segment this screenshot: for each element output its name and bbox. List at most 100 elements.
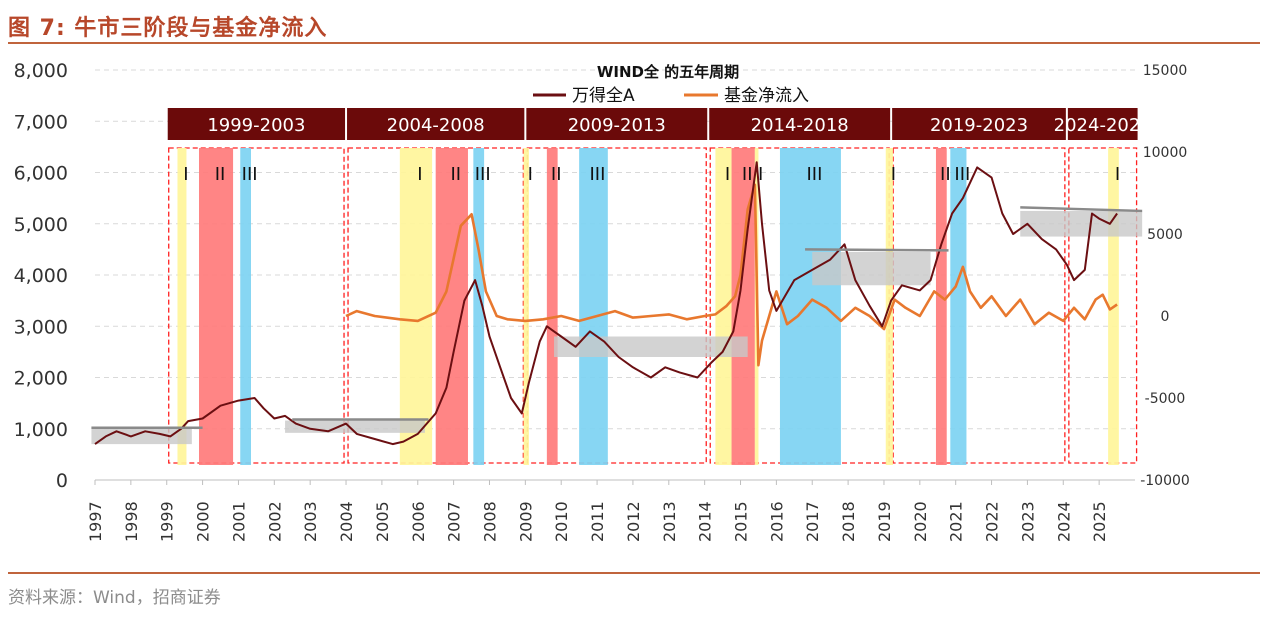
right-tick-label: 10000	[1143, 145, 1188, 161]
x-tick-label: 2018	[839, 501, 858, 542]
series-line-wind-a	[94, 161, 1118, 446]
phase-label: I	[183, 164, 188, 185]
phase-label: II	[742, 164, 753, 185]
figure-title: 图 7: 牛市三阶段与基金净流入	[8, 16, 328, 41]
left-tick-label: 1,000	[14, 419, 68, 441]
cycle-header-label: 1999-2003	[207, 115, 305, 136]
phase-band	[715, 148, 732, 465]
phase-label: II	[940, 164, 951, 185]
right-tick-label: 5000	[1147, 227, 1183, 243]
phase-band	[523, 148, 529, 465]
x-tick-label: 2013	[660, 501, 679, 542]
phase-band	[199, 148, 234, 465]
x-tick-label: 1997	[86, 501, 105, 542]
x-tick-label: 2008	[480, 501, 499, 542]
left-tick-label: 4,000	[14, 265, 68, 287]
cycle-header-label: 2004-2008	[387, 115, 485, 136]
phase-band	[177, 148, 187, 465]
x-tick-label: 2020	[911, 501, 930, 542]
cycle-header	[1067, 108, 1138, 140]
trend-line	[1020, 206, 1143, 213]
trend-line-layer	[91, 206, 1143, 429]
x-tick-label: 2009	[516, 501, 535, 542]
legend-label-fund-flow: 基金净流入	[724, 86, 809, 106]
x-tick-label: 2019	[875, 501, 894, 542]
cycle-header	[709, 108, 891, 140]
cycle-header	[892, 108, 1066, 140]
phase-label: III	[954, 164, 970, 185]
phase-label: I	[417, 164, 422, 185]
x-tick-label: 2007	[445, 501, 464, 542]
x-tick-label: 2005	[373, 501, 392, 542]
phase-label: III	[590, 164, 606, 185]
phase-label: III	[806, 164, 822, 185]
consolidation-zone	[554, 336, 748, 357]
x-tick-label: 2000	[194, 501, 213, 542]
x-tick-label: 2004	[337, 501, 356, 542]
left-tick-label: 7,000	[14, 111, 68, 133]
phase-band	[935, 148, 947, 465]
right-tick-label: 0	[1161, 309, 1170, 325]
phase-label: III	[475, 164, 491, 185]
x-tick-label: 2021	[947, 501, 966, 542]
right-tick-label: 15000	[1143, 63, 1188, 79]
x-tick-label: 2017	[803, 501, 822, 542]
right-tick-label: -10000	[1140, 473, 1190, 489]
source-note: 资料来源：Wind，招商证券	[8, 588, 221, 608]
chart-title: WIND全 的五年周期	[597, 63, 739, 81]
phase-band	[546, 148, 558, 465]
consolidation-zone	[1020, 210, 1143, 237]
x-tick-label: 2014	[696, 501, 715, 542]
x-tick-label: 2015	[732, 501, 751, 542]
x-tick-label: 2025	[1090, 501, 1109, 542]
consolidation-zone	[812, 251, 931, 286]
left-tick-label: 2,000	[14, 368, 68, 390]
trend-line	[805, 248, 949, 252]
cycle-header-layer: 1999-2003 2004-2008 2009-2013 2014-2018 2019…	[167, 108, 1152, 140]
phase-band	[731, 148, 755, 465]
line-layer	[94, 161, 1118, 446]
x-tick-label: 2016	[767, 501, 786, 542]
left-tick-label: 5,000	[14, 214, 68, 236]
x-tick-label: 1999	[158, 501, 177, 542]
phase-band	[950, 148, 967, 465]
right-tick-label: -5000	[1145, 391, 1186, 407]
x-tick-label: 2003	[301, 501, 320, 542]
phase-band	[240, 148, 251, 465]
bottom-rule	[8, 572, 1260, 574]
top-rule	[8, 42, 1260, 44]
phase-label: I	[891, 164, 896, 185]
x-tick-label: 2011	[588, 501, 607, 542]
cycle-box	[526, 147, 707, 464]
phase-label: I	[758, 164, 763, 185]
x-tick-label: 2001	[229, 501, 248, 542]
cycle-box	[892, 147, 1066, 464]
phase-layer: I II III I II III I II III I II I III I II III I	[177, 148, 1120, 465]
left-tick-label: 6,000	[14, 163, 68, 185]
x-tick-label: 2024	[1054, 501, 1073, 542]
cycle-box-layer	[168, 147, 1138, 464]
phase-label: II	[551, 164, 562, 185]
x-tick-label: 2002	[265, 501, 284, 542]
x-tick-label: 2012	[624, 501, 643, 542]
left-tick-label: 3,000	[14, 316, 68, 338]
x-tick-label: 2023	[1018, 501, 1037, 542]
cycle-header	[347, 108, 525, 140]
legend-label-wind-a: 万得全A	[572, 86, 635, 106]
x-tick-label: 2022	[983, 501, 1002, 542]
cycle-header	[167, 108, 346, 140]
phase-label: II	[451, 164, 462, 185]
cycle-box	[1068, 147, 1138, 464]
series-line-fund-flow	[345, 183, 1118, 367]
cycle-header-label: 2019-2023	[930, 115, 1028, 136]
cycle-header-label: 2024-2028	[1054, 115, 1152, 136]
left-tick-label: 8,000	[14, 60, 68, 82]
x-tick-label: 2006	[409, 501, 428, 542]
phase-band	[473, 148, 485, 465]
legend-layer: WIND全 的五年周期 万得全A 基金净流入	[533, 63, 809, 106]
cycle-header-label: 2009-2013	[568, 115, 666, 136]
x-tick-label: 1998	[122, 501, 141, 542]
cycle-header-label: 2014-2018	[751, 115, 849, 136]
phase-label: III	[242, 164, 258, 185]
